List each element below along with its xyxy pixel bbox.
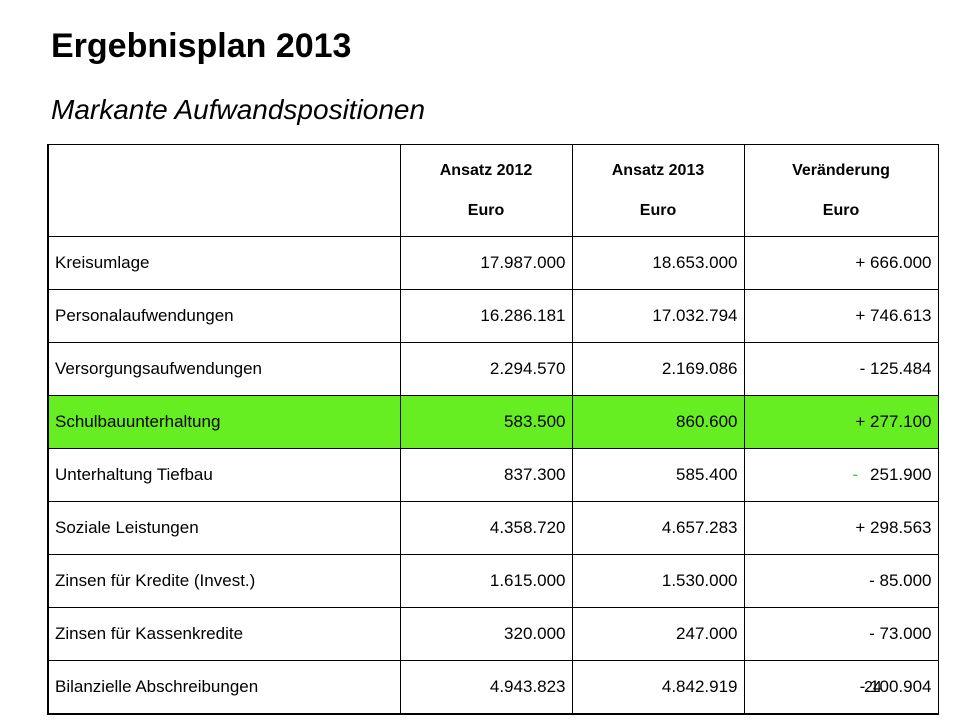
table-row: Personalaufwendungen 16.286.181 17.032.7… xyxy=(47,289,939,343)
header-veraenderung: Veränderung Euro xyxy=(743,144,939,237)
ansatz-2012-cell: 583.500 xyxy=(399,395,573,449)
ansatz-2012-cell: 837.300 xyxy=(399,448,573,502)
ansatz-2013-cell: 860.600 xyxy=(571,395,745,449)
minus-sign: - xyxy=(852,465,859,484)
ansatz-2012-cell: 4.943.823 xyxy=(399,660,573,715)
ansatz-2012-cell: 320.000 xyxy=(399,607,573,661)
ansatz-2013-cell: 1.530.000 xyxy=(571,554,745,608)
ansatz-2013-cell: 18.653.000 xyxy=(571,236,745,290)
table-row: Kreisumlage 17.987.000 18.653.000 + 666.… xyxy=(47,236,939,290)
header-line1: Veränderung xyxy=(792,161,890,179)
row-label: Unterhaltung Tiefbau xyxy=(47,448,401,502)
row-label: Zinsen für Kassenkredite xyxy=(47,607,401,661)
header-cell-empty xyxy=(47,144,401,237)
header-line2: Euro xyxy=(467,201,505,219)
ansatz-2012-cell: 16.286.181 xyxy=(399,289,573,343)
row-label: Zinsen für Kredite (Invest.) xyxy=(47,554,401,608)
header-line2: Euro xyxy=(822,201,860,219)
veraenderung-cell: + 666.000 xyxy=(743,236,939,290)
veraenderung-cell: + 277.100 xyxy=(743,395,939,449)
veraenderung-cell: - 73.000 xyxy=(743,607,939,661)
page-number: 24 xyxy=(864,679,882,696)
table-header-row: Ansatz 2012 Euro Ansatz 2013 Euro Veränd… xyxy=(47,144,939,237)
ansatz-2013-cell: 4.842.919 xyxy=(571,660,745,715)
row-label: Versorgungsaufwendungen xyxy=(47,342,401,396)
ansatz-2012-cell: 1.615.000 xyxy=(399,554,573,608)
header-ansatz-2012: Ansatz 2012 Euro xyxy=(399,144,573,237)
table-row: Bilanzielle Abschreibungen 4.943.823 4.8… xyxy=(47,660,939,715)
ansatz-2013-cell: 17.032.794 xyxy=(571,289,745,343)
veraenderung-cell: -251.900 xyxy=(743,448,939,502)
row-label: Soziale Leistungen xyxy=(47,501,401,555)
table-row: Soziale Leistungen 4.358.720 4.657.283 +… xyxy=(47,501,939,555)
row-label: Bilanzielle Abschreibungen xyxy=(47,660,401,715)
page-title: Ergebnisplan 2013 xyxy=(51,27,352,65)
table-row: Unterhaltung Tiefbau 837.300 585.400 -25… xyxy=(47,448,939,502)
veraenderung-cell: + 746.613 xyxy=(743,289,939,343)
veraenderung-cell: + 298.563 xyxy=(743,501,939,555)
ansatz-2012-cell: 4.358.720 xyxy=(399,501,573,555)
row-label: Kreisumlage xyxy=(47,236,401,290)
ansatz-2012-cell: 2.294.570 xyxy=(399,342,573,396)
ansatz-2013-cell: 585.400 xyxy=(571,448,745,502)
ansatz-2013-cell: 4.657.283 xyxy=(571,501,745,555)
row-label: Schulbauunterhaltung xyxy=(47,395,401,449)
table-row: Zinsen für Kredite (Invest.) 1.615.000 1… xyxy=(47,554,939,608)
header-line2: Euro xyxy=(639,201,677,219)
ansatz-2013-cell: 247.000 xyxy=(571,607,745,661)
ansatz-2013-cell: 2.169.086 xyxy=(571,342,745,396)
header-ansatz-2013: Ansatz 2013 Euro xyxy=(571,144,745,237)
header-line1: Ansatz 2013 xyxy=(611,161,705,179)
table-row: Versorgungsaufwendungen 2.294.570 2.169.… xyxy=(47,342,939,396)
veraenderung-cell: - 125.484 xyxy=(743,342,939,396)
header-line1: Ansatz 2012 xyxy=(439,161,533,179)
expense-table: Ansatz 2012 Euro Ansatz 2013 Euro Veränd… xyxy=(47,144,939,715)
veraenderung-cell: - 85.000 xyxy=(743,554,939,608)
table-row: Zinsen für Kassenkredite 320.000 247.000… xyxy=(47,607,939,661)
ansatz-2012-cell: 17.987.000 xyxy=(399,236,573,290)
row-label: Personalaufwendungen xyxy=(47,289,401,343)
veraenderung-cell: -.100.904 xyxy=(743,660,939,715)
table-row-highlighted: Schulbauunterhaltung 583.500 860.600 + 2… xyxy=(47,395,939,449)
page-subtitle: Markante Aufwandspositionen xyxy=(51,94,426,125)
veraenderung-value: 251.900 xyxy=(870,465,932,484)
